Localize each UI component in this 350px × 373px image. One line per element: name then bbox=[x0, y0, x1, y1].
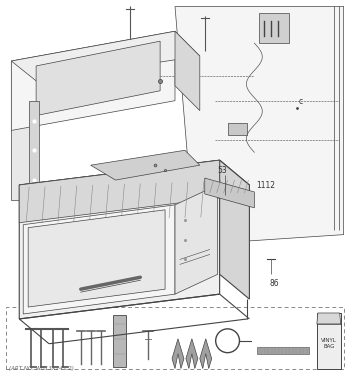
Text: 1112: 1112 bbox=[256, 181, 275, 189]
Text: (ART NO. WB13X24 C2): (ART NO. WB13X24 C2) bbox=[9, 366, 74, 370]
Polygon shape bbox=[172, 339, 184, 369]
Polygon shape bbox=[19, 160, 250, 210]
Text: c: c bbox=[299, 97, 303, 106]
Text: VINYL
BAG: VINYL BAG bbox=[321, 338, 337, 350]
Polygon shape bbox=[28, 210, 165, 307]
Polygon shape bbox=[19, 160, 220, 319]
Polygon shape bbox=[317, 313, 341, 324]
Polygon shape bbox=[220, 160, 250, 299]
Polygon shape bbox=[91, 150, 200, 180]
Polygon shape bbox=[186, 339, 198, 369]
Polygon shape bbox=[19, 160, 220, 223]
Polygon shape bbox=[11, 31, 200, 81]
Polygon shape bbox=[175, 31, 200, 111]
Circle shape bbox=[220, 333, 236, 349]
Polygon shape bbox=[317, 313, 341, 369]
Polygon shape bbox=[228, 122, 247, 135]
Text: 86: 86 bbox=[269, 279, 279, 288]
Text: /: / bbox=[120, 190, 123, 196]
Polygon shape bbox=[200, 339, 212, 369]
Polygon shape bbox=[205, 178, 254, 208]
Polygon shape bbox=[36, 41, 160, 116]
Text: 9001: 9001 bbox=[53, 220, 72, 229]
Polygon shape bbox=[175, 185, 218, 294]
Polygon shape bbox=[11, 31, 175, 131]
Polygon shape bbox=[11, 61, 36, 200]
Polygon shape bbox=[29, 101, 39, 200]
Polygon shape bbox=[112, 315, 126, 367]
FancyBboxPatch shape bbox=[6, 307, 344, 369]
Text: 53: 53 bbox=[218, 166, 228, 175]
Polygon shape bbox=[257, 347, 309, 354]
Polygon shape bbox=[29, 180, 120, 205]
Polygon shape bbox=[23, 205, 175, 314]
Polygon shape bbox=[175, 6, 344, 245]
Polygon shape bbox=[259, 13, 289, 43]
